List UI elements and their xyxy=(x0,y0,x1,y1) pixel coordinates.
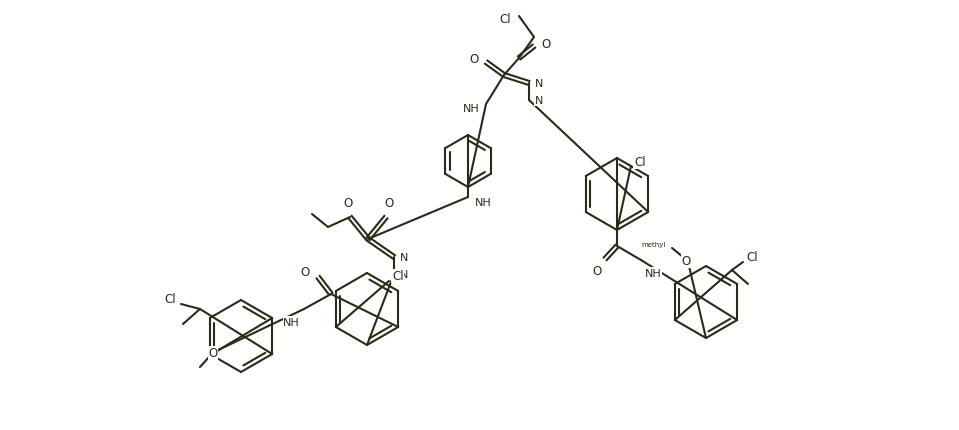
Text: N: N xyxy=(400,269,409,280)
Text: O: O xyxy=(541,37,550,50)
Text: O: O xyxy=(682,255,690,268)
Text: NH: NH xyxy=(283,317,300,327)
Text: N: N xyxy=(400,252,409,262)
Text: O: O xyxy=(301,266,310,279)
Text: Cl: Cl xyxy=(164,293,176,306)
Text: O: O xyxy=(343,197,353,209)
Text: N: N xyxy=(535,96,544,106)
Text: Cl: Cl xyxy=(500,13,511,26)
Text: NH: NH xyxy=(463,104,480,114)
Text: Cl: Cl xyxy=(392,270,404,283)
Text: O: O xyxy=(385,197,393,209)
Text: O: O xyxy=(593,264,601,277)
Text: methyl: methyl xyxy=(642,241,666,247)
Text: Cl: Cl xyxy=(634,156,645,169)
Text: O: O xyxy=(470,52,479,65)
Text: O: O xyxy=(208,347,218,359)
Text: Cl: Cl xyxy=(746,251,758,264)
Text: NH: NH xyxy=(475,197,492,208)
Text: N: N xyxy=(535,79,544,89)
Text: NH: NH xyxy=(645,268,662,278)
